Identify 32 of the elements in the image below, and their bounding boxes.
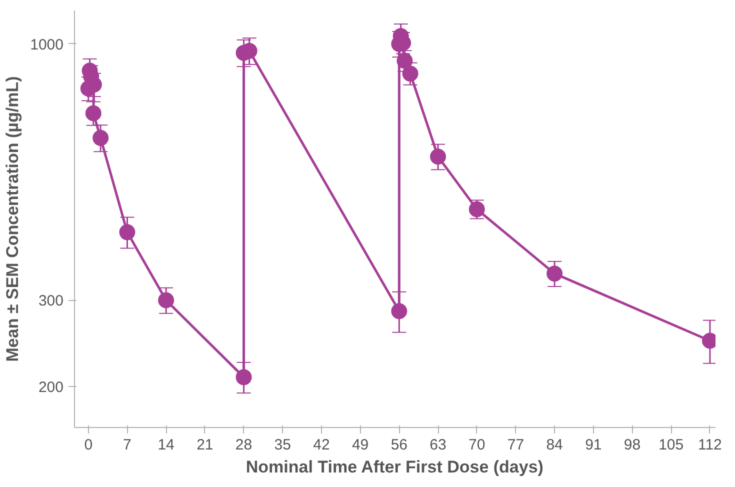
point xyxy=(236,369,252,386)
x-tick-label: 91 xyxy=(585,436,602,454)
point xyxy=(430,148,446,165)
x-tick-label: 70 xyxy=(468,436,486,454)
x-tick-label: 21 xyxy=(196,436,214,454)
x-axis-title: Nominal Time After First Dose (days) xyxy=(246,458,544,476)
x-tick-label: 56 xyxy=(390,436,408,454)
x-tick-label: 28 xyxy=(235,436,252,454)
x-tick-label: 42 xyxy=(313,436,330,454)
x-tick-label: 63 xyxy=(430,436,446,454)
point xyxy=(396,52,413,69)
point xyxy=(92,130,109,146)
x-tick-label: 105 xyxy=(658,436,684,454)
point xyxy=(85,105,102,122)
point xyxy=(402,66,418,82)
x-tick-label: 35 xyxy=(274,436,291,454)
point xyxy=(391,303,408,320)
point xyxy=(546,266,563,282)
x-tick-label: 84 xyxy=(546,436,563,454)
y-tick-label: 300 xyxy=(38,292,64,310)
x-tick-label: 14 xyxy=(158,436,174,454)
x-tick-label: 49 xyxy=(352,436,369,454)
y-tick-label: 200 xyxy=(38,379,64,396)
x-tick-label: 0 xyxy=(84,436,93,454)
y-axis-title: Mean ± SEM Concentration (µg/mL) xyxy=(3,76,22,362)
point xyxy=(158,292,174,308)
y-tick-label: 1000 xyxy=(30,36,64,54)
x-tick-label: 77 xyxy=(507,436,524,454)
x-tick-label: 98 xyxy=(624,436,641,454)
x-tick-label: 112 xyxy=(698,436,722,454)
x-tick-label: 7 xyxy=(123,436,132,454)
point xyxy=(119,224,136,240)
